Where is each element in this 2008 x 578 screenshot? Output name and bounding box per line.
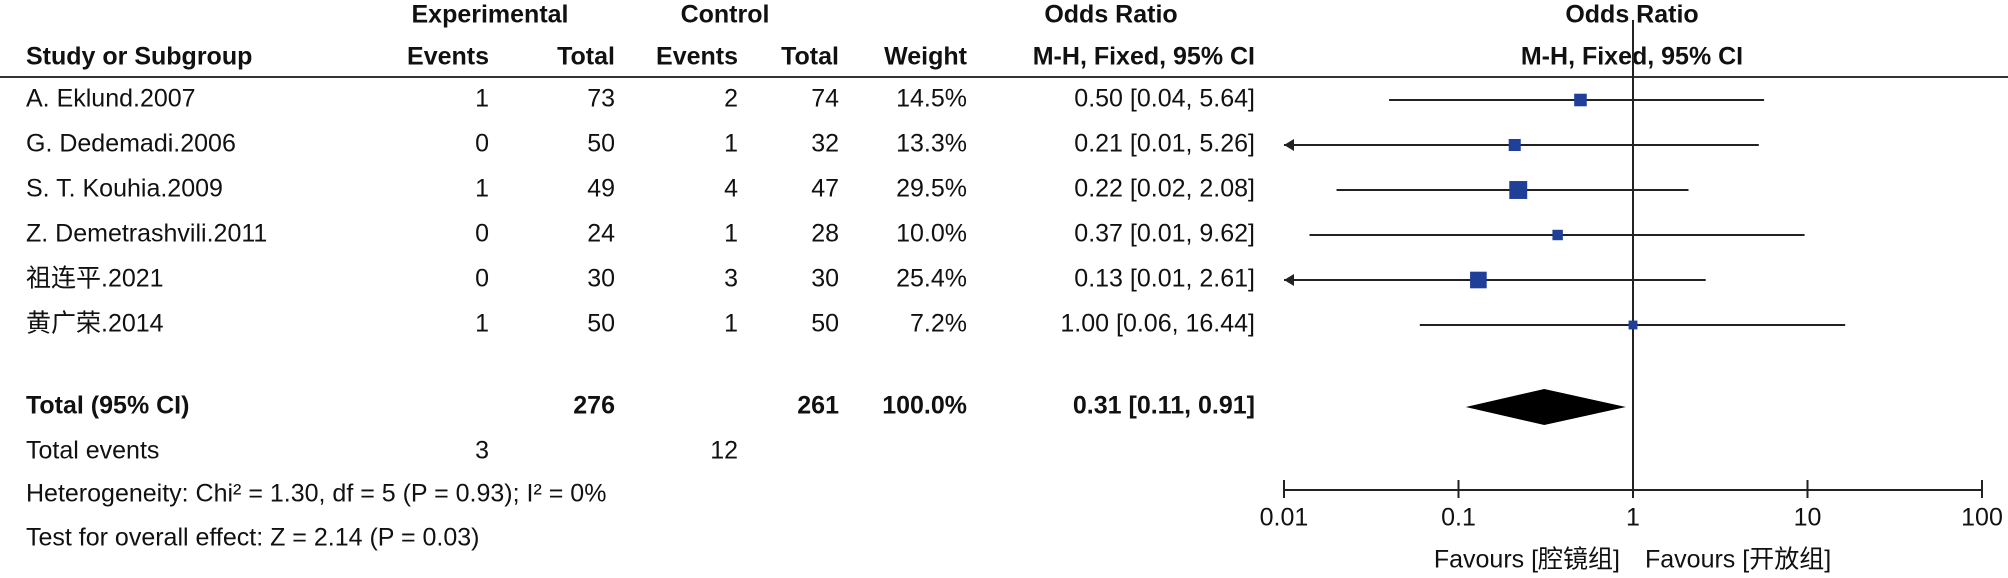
column-header: Total (557, 43, 615, 71)
study-name: S. T. Kouhia.2009 (26, 175, 223, 203)
study-square (1552, 229, 1563, 241)
study-square (1509, 181, 1528, 199)
total-diamond (1465, 389, 1626, 425)
study-name: G. Dedemadi.2006 (26, 130, 236, 158)
cell: 0 (475, 130, 489, 158)
cell: 0 (475, 220, 489, 248)
study-name: Z. Demetrashvili.2011 (26, 220, 267, 248)
total-cell: 276 (573, 392, 615, 420)
cell: 1 (724, 220, 738, 248)
or-ci: 0.13 [0.01, 2.61] (1074, 265, 1255, 293)
total-weight: 100.0% (882, 392, 967, 420)
cell: 24 (587, 220, 615, 248)
overall-effect: Test for overall effect: Z = 2.14 (P = 0… (26, 524, 479, 552)
study-name: 黄广荣.2014 (26, 310, 164, 338)
total-events: 3 (475, 437, 489, 465)
total-label: Total (95% CI) (26, 392, 189, 420)
cell: 3 (724, 265, 738, 293)
or-ci: 0.21 [0.01, 5.26] (1074, 130, 1255, 158)
study-name: 祖连平.2021 (26, 265, 164, 293)
or-ci: 0.37 [0.01, 9.62] (1074, 220, 1255, 248)
cell: 4 (724, 175, 738, 203)
weight: 25.4% (896, 265, 967, 293)
study-square (1574, 93, 1587, 107)
cell: 1 (724, 130, 738, 158)
x-tick-label: 100 (1961, 504, 2003, 532)
cell: 50 (587, 130, 615, 158)
cell: 1 (475, 175, 489, 203)
cell: 47 (811, 175, 839, 203)
cell: 28 (811, 220, 839, 248)
weight: 29.5% (896, 175, 967, 203)
cell: 30 (811, 265, 839, 293)
heterogeneity: Heterogeneity: Chi² = 1.30, df = 5 (P = … (26, 480, 606, 508)
group-header: Control (681, 1, 770, 29)
cell: 1 (475, 310, 489, 338)
column-header: Study or Subgroup (26, 43, 252, 71)
column-header: Weight (884, 43, 968, 71)
study-square (1628, 320, 1638, 330)
x-tick-label: 1 (1626, 504, 1640, 532)
study-name: A. Eklund.2007 (26, 85, 196, 113)
x-tick-label: 0.1 (1441, 504, 1476, 532)
or-ci: 0.22 [0.02, 2.08] (1074, 175, 1255, 203)
study-square (1508, 138, 1521, 152)
cell: 32 (811, 130, 839, 158)
cell: 49 (587, 175, 615, 203)
group-header: Experimental (411, 1, 568, 29)
group-header: Odds Ratio (1044, 1, 1177, 29)
weight: 14.5% (896, 85, 967, 113)
or-ci: 1.00 [0.06, 16.44] (1060, 310, 1255, 338)
weight: 13.3% (896, 130, 967, 158)
x-tick-label: 0.01 (1260, 504, 1309, 532)
column-header: M-H, Fixed, 95% CI (1033, 43, 1255, 71)
total-events-label: Total events (26, 437, 159, 465)
column-header: Events (407, 43, 489, 71)
ci-arrow (1284, 139, 1294, 151)
or-ci: 0.50 [0.04, 5.64] (1074, 85, 1255, 113)
column-header: Events (656, 43, 738, 71)
total-cell: 261 (797, 392, 839, 420)
cell: 73 (587, 85, 615, 113)
x-tick-label: 10 (1794, 504, 1822, 532)
total-events: 12 (710, 437, 738, 465)
cell: 50 (811, 310, 839, 338)
cell: 2 (724, 85, 738, 113)
cell: 1 (475, 85, 489, 113)
weight: 7.2% (910, 310, 967, 338)
total-or-ci: 0.31 [0.11, 0.91] (1073, 392, 1255, 420)
cell: 74 (811, 85, 839, 113)
column-header: Total (781, 43, 839, 71)
favours-left: Favours [腔镜组] (1434, 546, 1620, 574)
cell: 50 (587, 310, 615, 338)
weight: 10.0% (896, 220, 967, 248)
study-square (1470, 271, 1487, 289)
cell: 1 (724, 310, 738, 338)
ci-arrow (1284, 274, 1294, 286)
cell: 0 (475, 265, 489, 293)
favours-right: Favours [开放组] (1645, 546, 1831, 574)
cell: 30 (587, 265, 615, 293)
